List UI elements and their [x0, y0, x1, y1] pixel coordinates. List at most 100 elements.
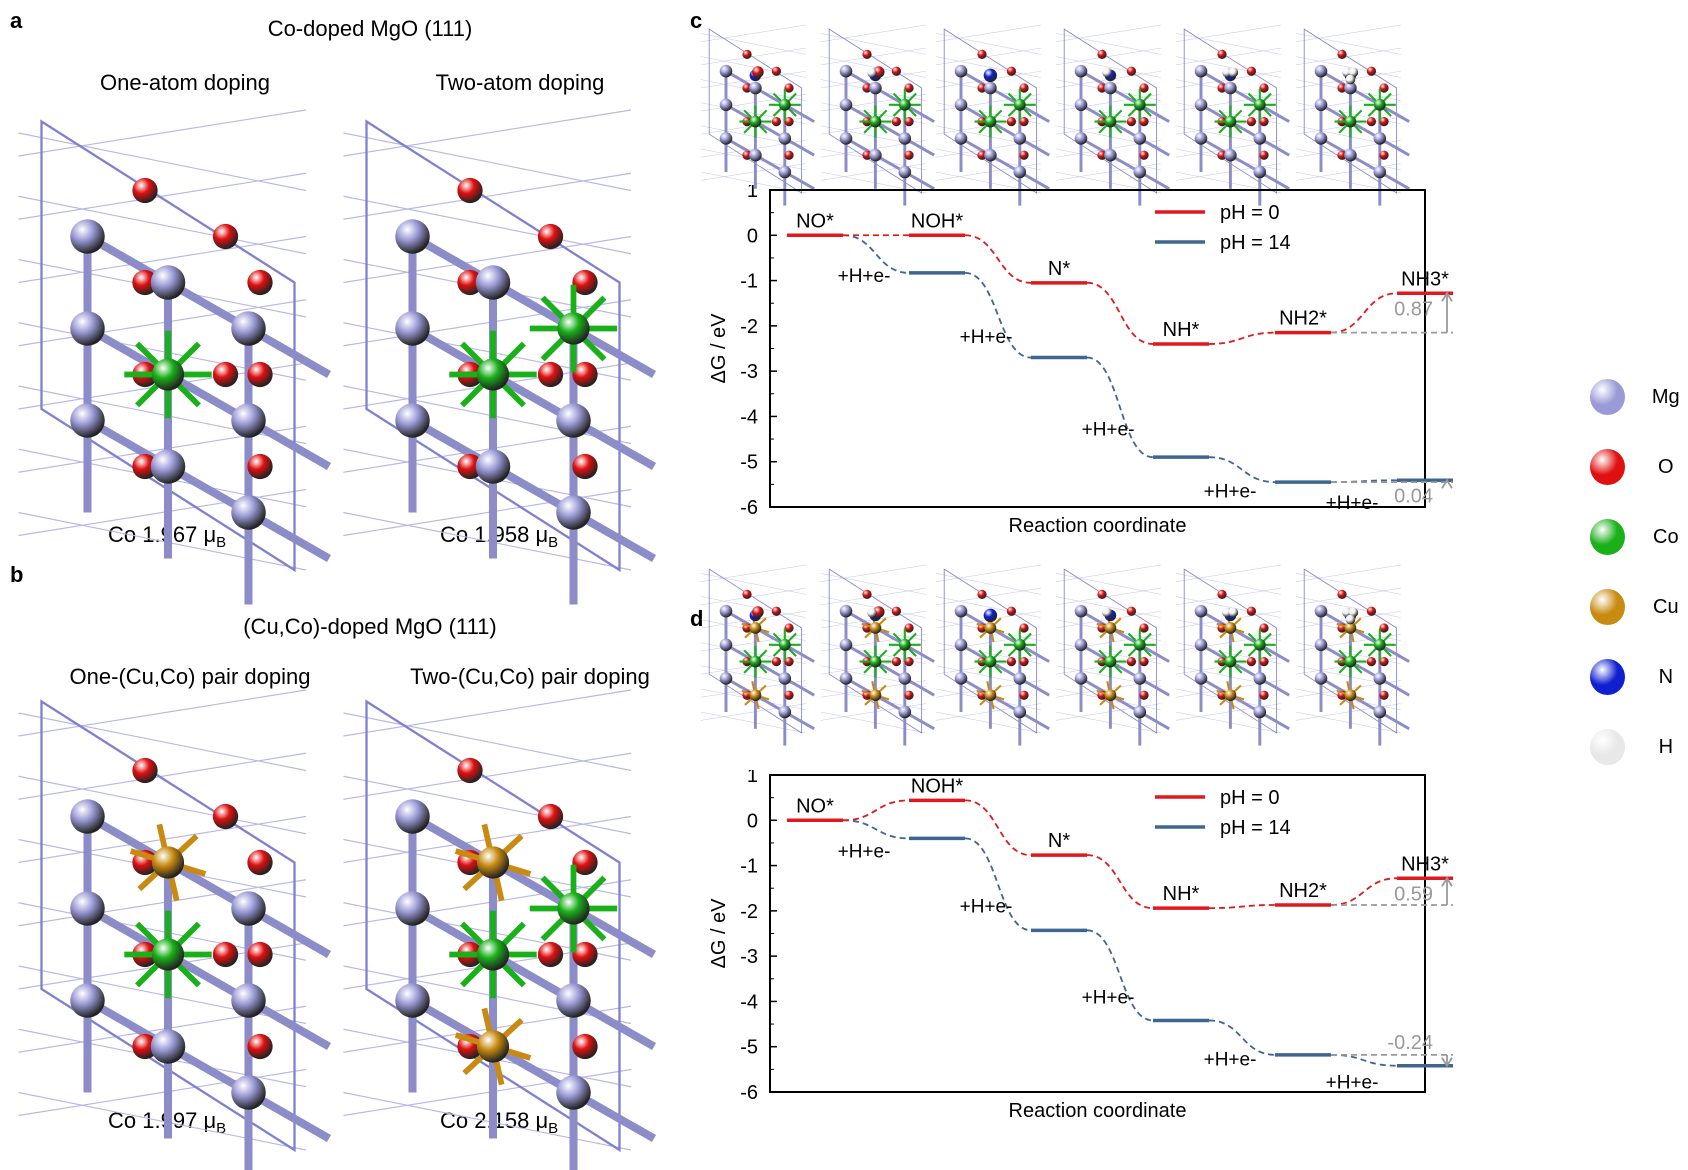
lattice-line — [935, 587, 1041, 606]
cu-atom — [1104, 622, 1117, 634]
lattice-line — [343, 511, 632, 571]
lattice-line — [1175, 703, 1281, 721]
oxygen-atom — [537, 223, 564, 250]
oxygen-atom — [457, 269, 483, 296]
mg-atom — [869, 81, 882, 95]
oxygen-atom — [742, 83, 752, 93]
lattice-line — [820, 94, 926, 112]
lattice-line — [820, 711, 926, 734]
step-label: +H+e- — [1082, 987, 1135, 1008]
species-label: NH* — [1163, 319, 1200, 341]
lattice-line — [343, 132, 632, 192]
cu-atom — [1224, 689, 1237, 702]
cell-outline — [40, 699, 296, 1153]
oxygen-atom — [132, 453, 158, 480]
co-atom — [749, 115, 762, 128]
lattice-line — [1295, 564, 1401, 583]
oxygen-atom — [742, 49, 752, 60]
mg-atom — [1373, 132, 1387, 145]
connector-ph14 — [1208, 456, 1276, 483]
mg-atom — [839, 638, 853, 652]
element-label: H — [1658, 735, 1674, 758]
step-label: +H+e- — [838, 266, 891, 287]
cell-outline — [1183, 28, 1278, 194]
structure — [1055, 24, 1170, 206]
mg-atom — [954, 638, 968, 652]
y-tick-label: -3 — [740, 946, 758, 968]
mg-atom — [1194, 132, 1208, 145]
species-label: NH2* — [1279, 880, 1327, 902]
lattice-line — [18, 752, 307, 800]
connector-ph0 — [964, 234, 1032, 284]
connector-ph14 — [1086, 929, 1154, 1022]
oxygen-atom — [891, 656, 902, 667]
lattice-line — [1055, 634, 1161, 652]
panel-a-header: Co-doped MgO (111) — [267, 16, 473, 41]
mg-atom — [839, 672, 853, 685]
co-atom — [1133, 98, 1146, 111]
oxygen-atom — [1379, 83, 1389, 93]
oxygen-atom — [132, 177, 158, 204]
mg-atom — [1373, 705, 1387, 719]
mg-atom — [1013, 705, 1027, 719]
mg-atom — [70, 403, 105, 438]
y-tick-label: -2 — [740, 316, 758, 338]
oxygen-atom — [212, 223, 239, 250]
lattice-line — [935, 94, 1041, 112]
oxygen-atom — [537, 803, 564, 830]
mg-atom — [231, 891, 266, 926]
mg-atom — [556, 403, 591, 438]
y-tick-label: 1 — [747, 770, 758, 787]
mg-atom — [1133, 705, 1147, 719]
co-atom — [869, 115, 882, 128]
mg-atom — [1253, 672, 1267, 685]
x-axis-label: Reaction coordinate — [1009, 1100, 1187, 1122]
lattice-line — [1295, 33, 1401, 55]
mg-atom — [954, 98, 968, 112]
oxygen-atom — [1259, 623, 1269, 633]
structure — [935, 24, 1050, 206]
lattice-line — [18, 1091, 307, 1151]
co-atom — [898, 638, 911, 651]
co-atom — [557, 312, 590, 345]
nitrogen-atom — [983, 608, 998, 623]
panel-letter-c: c — [690, 8, 703, 33]
oxygen-atom — [771, 66, 782, 76]
structure — [820, 564, 935, 746]
cu-atom — [151, 846, 185, 879]
element-legend: Mg O Co Cu N H — [1590, 362, 1685, 782]
oxygen-atom — [891, 606, 902, 616]
oxygen-atom — [862, 589, 872, 600]
oxygen-atom — [1259, 690, 1269, 700]
mg-atom — [839, 604, 853, 618]
oxygen-atom — [1097, 150, 1107, 160]
mg-atom — [719, 132, 733, 145]
element-label: N — [1658, 665, 1674, 688]
co-atom — [1373, 638, 1386, 651]
panel-letter-d: d — [690, 606, 704, 631]
mg-atom — [719, 604, 733, 618]
co-atom — [1344, 115, 1357, 128]
element-label: Cu — [1653, 595, 1679, 618]
oxygen-atom — [904, 623, 914, 633]
lattice-line — [1175, 47, 1281, 66]
mg-atom — [719, 672, 733, 685]
y-tick-label: -4 — [740, 991, 758, 1013]
mg-atom — [1194, 638, 1208, 652]
oxygen-atom — [1337, 83, 1347, 93]
mg-atom — [231, 311, 266, 346]
lattice-line — [1055, 163, 1161, 181]
y-tick-label: -6 — [740, 1082, 758, 1104]
element-legend-item: Co — [1590, 502, 1685, 572]
cell-outline — [365, 699, 621, 1153]
oxygen-atom — [1019, 656, 1029, 667]
oxygen-atom — [1259, 150, 1269, 160]
mg-atom — [231, 403, 266, 438]
lattice-line — [343, 689, 632, 737]
mg-atom — [839, 132, 853, 145]
lattice-line — [18, 172, 307, 220]
co-atom — [151, 358, 185, 391]
lattice-line — [700, 587, 806, 606]
y-tick-label: -5 — [740, 452, 758, 474]
element-swatch — [1590, 449, 1625, 485]
